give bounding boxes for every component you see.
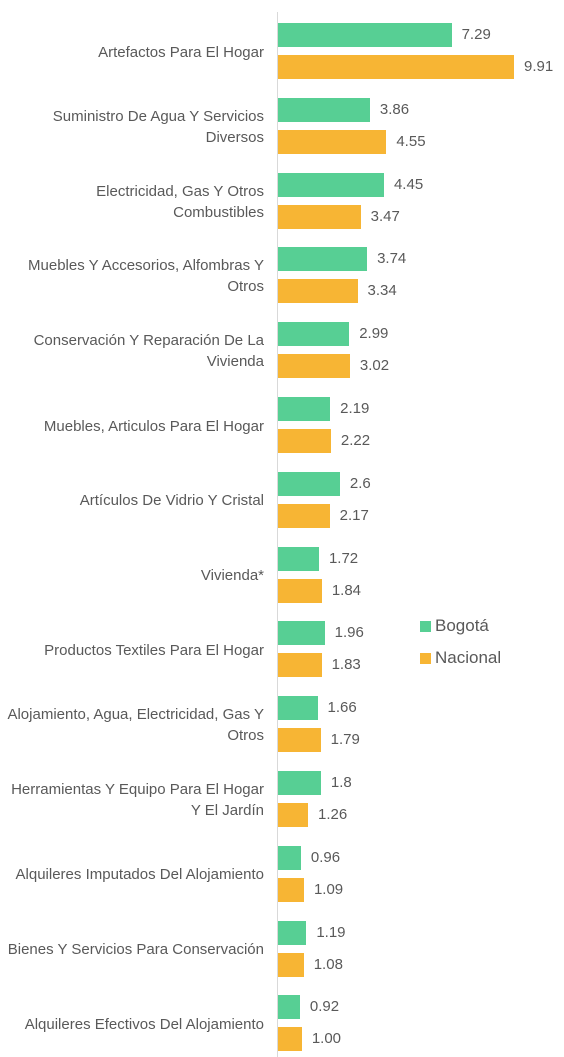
value-label: 1.79 [330, 731, 360, 749]
value-label: 7.29 [461, 26, 491, 43]
bar [278, 97, 370, 122]
category-label: Bienes Y Servicios Para Conservación [7, 941, 264, 959]
bar [278, 354, 350, 379]
category-label: Electricidad, Gas Y Otros Combustibles [96, 182, 264, 221]
bar [278, 877, 304, 902]
category-label: Herramientas Y Equipo Para El Hogar Y El… [11, 781, 264, 819]
category-label: Alojamiento, Agua, Electricidad, Gas Y O… [7, 706, 264, 745]
bar [278, 621, 325, 646]
value-label: 0.92 [309, 998, 340, 1016]
value-label: 3.34 [367, 282, 397, 300]
bar [278, 322, 350, 347]
category-label: Vivienda* [200, 567, 264, 585]
bar [278, 471, 340, 496]
axis-line [277, 12, 278, 1057]
bar [278, 995, 300, 1020]
bar [278, 503, 330, 528]
bar [278, 1027, 302, 1052]
value-label: 3.74 [377, 250, 407, 268]
value-label: 1.83 [331, 656, 361, 674]
bar [278, 728, 321, 753]
value-label: 9.91 [524, 58, 554, 75]
value-label: 1.8 [330, 774, 352, 791]
category-label: Alquileres Efectivos Del Alojamiento [24, 1015, 264, 1033]
value-label: 1.19 [316, 923, 346, 941]
legend-label: Nacional [435, 648, 502, 667]
value-label: 2.6 [349, 474, 371, 492]
category-label: Alquileres Imputados Del Alojamiento [15, 866, 264, 884]
bar [278, 578, 322, 603]
legend-item: Nacional [420, 648, 501, 668]
value-label: 4.45 [393, 175, 424, 193]
bar [278, 172, 384, 197]
category-label: Artefactos Para El Hogar [98, 43, 264, 61]
bar [278, 952, 304, 977]
bar [278, 771, 321, 795]
value-label: 1.72 [328, 549, 359, 567]
value-label: 1.66 [327, 699, 357, 717]
bar [278, 696, 318, 721]
bar [278, 803, 308, 827]
category-label: Muebles, Articulos Para El Hogar [43, 417, 264, 435]
bar [278, 429, 331, 453]
legend-label: Bogotá [435, 616, 489, 635]
bar [278, 653, 322, 678]
value-label: 3.02 [359, 357, 390, 375]
value-label: 2.19 [340, 400, 370, 417]
value-label: 1.96 [334, 624, 364, 642]
category-label: Productos Textiles Para El Hogar [44, 641, 264, 659]
legend-item: Bogotá [420, 616, 489, 636]
category-label: Suministro De Agua Y Servicios Diversos [52, 107, 264, 146]
bar [278, 23, 452, 47]
legend-swatch [420, 652, 431, 664]
bar [278, 920, 307, 945]
value-label: 3.86 [379, 100, 410, 118]
value-label: 2.22 [340, 432, 371, 449]
value-label: 2.17 [339, 506, 369, 524]
value-label: 1.26 [318, 806, 348, 823]
bar [278, 397, 331, 421]
bar [278, 546, 319, 571]
category-label: Artículos De Vidrio Y Cristal [79, 492, 264, 510]
value-label: 1.84 [331, 581, 362, 599]
value-label: 1.08 [313, 955, 343, 973]
bar [278, 845, 301, 870]
bar [278, 279, 358, 304]
legend-swatch [420, 620, 431, 632]
bar [278, 55, 514, 79]
category-label: Muebles Y Accesorios, Alfombras Y Otros [28, 257, 264, 296]
category-label: Conservación Y Reparación De La Vivienda [33, 332, 264, 371]
value-label: 0.96 [310, 848, 341, 866]
value-label: 3.47 [370, 207, 400, 225]
value-label: 4.55 [396, 132, 426, 150]
value-label: 2.99 [359, 325, 389, 343]
value-label: 1.00 [311, 1030, 342, 1048]
bar [278, 129, 387, 154]
bar [278, 204, 361, 229]
bar [278, 247, 368, 272]
value-label: 1.09 [313, 880, 344, 898]
